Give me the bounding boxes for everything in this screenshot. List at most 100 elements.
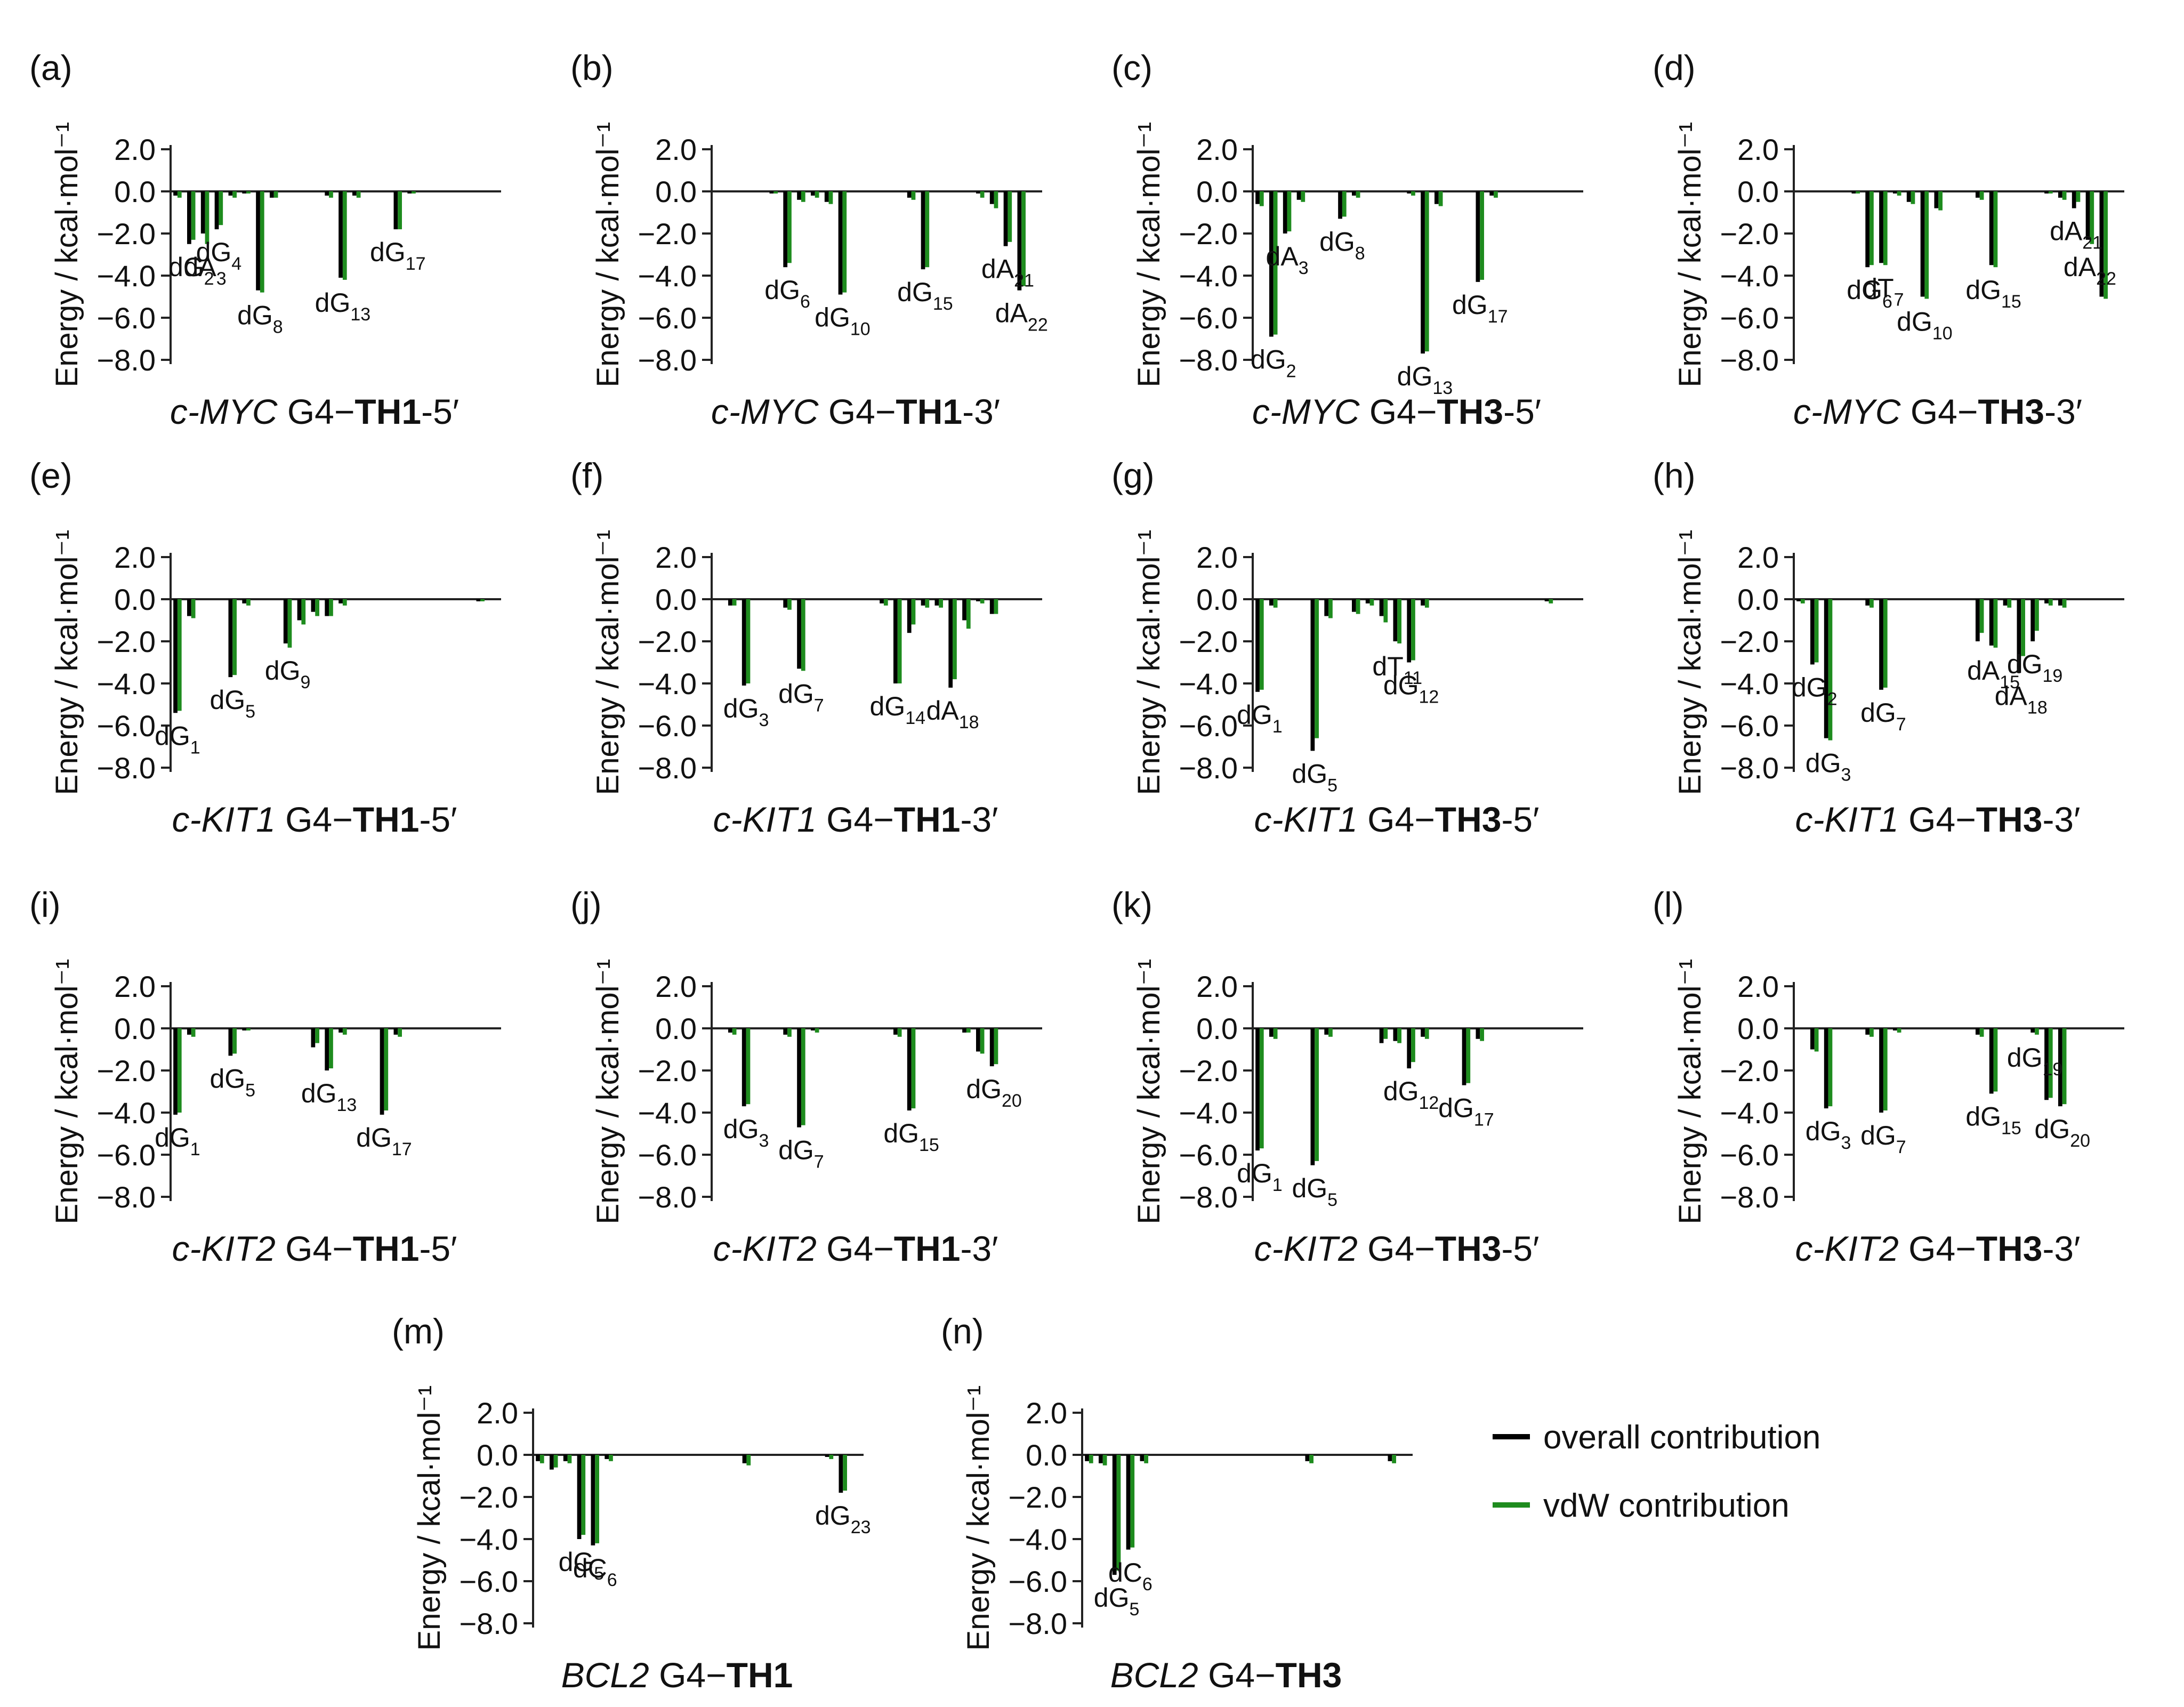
residue-label-sub: 15 <box>933 294 953 314</box>
caption-ligand: TH1 <box>894 1229 961 1268</box>
y-tick-label: 0.0 <box>655 583 697 616</box>
bar-overall <box>1476 1028 1480 1039</box>
bar-overall <box>339 599 343 603</box>
caption-gene: c-KIT1 <box>713 800 816 839</box>
y-tick-label: −8.0 <box>638 1180 697 1214</box>
residue-label-base: dA <box>1967 656 2000 686</box>
residue-label: dG8 <box>1319 227 1365 263</box>
bar-overall <box>1393 599 1398 641</box>
residue-label-base: dT <box>1372 651 1403 681</box>
bar-overall <box>1796 599 1801 601</box>
bar-vdw <box>342 191 347 280</box>
caption-ligand: TH1 <box>353 1229 420 1268</box>
bar-overall <box>783 191 788 268</box>
bar-overall <box>1255 1028 1260 1151</box>
y-tick-label: −8.0 <box>638 343 697 377</box>
bar-vdw <box>398 1028 402 1037</box>
bar-vdw <box>1424 191 1429 352</box>
bar-vdw <box>1315 599 1319 738</box>
bar-overall <box>173 191 178 196</box>
residue-label-base: dG <box>1292 759 1327 788</box>
bar-overall <box>1934 191 1939 208</box>
y-tick-label: 2.0 <box>477 1396 518 1430</box>
bar-vdw <box>980 191 985 198</box>
y-tick-label: −2.0 <box>96 625 156 658</box>
y-axis-title: Energy / kcal·mol⁻¹ <box>412 1386 447 1651</box>
residue-label-base: dG <box>356 1123 392 1153</box>
bar-vdw <box>911 1028 916 1109</box>
bar-vdw <box>953 599 957 680</box>
residue-label-base: dG <box>1383 671 1419 700</box>
residue-label-base: dG <box>897 277 933 307</box>
residue-label-sub: 7 <box>1894 289 1904 310</box>
bar-vdw <box>1424 1028 1429 1039</box>
bar-vdw <box>2048 599 2053 606</box>
bar-vdw <box>1392 1455 1396 1463</box>
bar-vdw <box>1814 599 1819 663</box>
panel-f: (f) Energy / kcal·mol⁻¹ 2.0 0.0 −2.0 −4.0 −6.0… <box>570 456 1042 839</box>
residue-label: dA18 <box>1995 681 2048 718</box>
bar-overall <box>605 1455 609 1459</box>
bar-overall <box>311 1028 316 1048</box>
residue-label-sub: 3 <box>759 710 769 730</box>
residue-label-sub: 19 <box>2043 1059 2063 1080</box>
residue-label: dA21 <box>981 254 1034 291</box>
bar-vdw <box>1144 1455 1148 1463</box>
residue-label-sub: 5 <box>594 1564 604 1584</box>
panel-caption: BCL2 G4−TH3 <box>1110 1655 1342 1695</box>
bar-vdw <box>746 1455 751 1466</box>
bar-overall <box>228 1028 233 1056</box>
caption-g4: G4− <box>817 1229 894 1268</box>
residue-label: dG13 <box>301 1078 357 1115</box>
panel-letter: (m) <box>392 1311 445 1351</box>
bar-overall <box>256 191 260 291</box>
bar-vdw <box>315 1028 319 1043</box>
bar-vdw <box>177 1028 182 1113</box>
residue-label: dG1 <box>1237 1158 1283 1195</box>
residue-label-sub: 13 <box>350 304 370 325</box>
y-tick-label: 0.0 <box>1196 583 1238 616</box>
bar-vdw <box>1438 191 1443 206</box>
y-tick-label: −2.0 <box>1720 217 1779 251</box>
residue-label-base: dG <box>1860 1121 1896 1150</box>
y-tick-label: 2.0 <box>655 970 697 1003</box>
residue-label-sub: 22 <box>1028 315 1048 335</box>
residue-label: dG12 <box>1383 671 1439 707</box>
bar-overall <box>1283 191 1287 233</box>
caption-gene: c-MYC <box>170 392 278 431</box>
caption-g4: G4− <box>1358 1229 1435 1268</box>
bar-overall <box>797 191 801 200</box>
bar-vdw <box>2062 1028 2067 1105</box>
bar-vdw <box>553 1455 558 1468</box>
bar-vdw <box>1411 1028 1415 1062</box>
bar-vdw <box>480 599 485 601</box>
bar-overall <box>1989 1028 1994 1094</box>
y-tick-label: −2.0 <box>459 1480 518 1514</box>
residue-label: dG23 <box>815 1501 871 1537</box>
bar-vdw <box>1814 1028 1819 1052</box>
residue-label: dA3 <box>184 252 227 289</box>
residue-label-base: dG <box>723 1114 759 1144</box>
bar-vdw <box>828 191 833 204</box>
bar-vdw <box>1273 599 1278 608</box>
bar-overall <box>1338 191 1342 219</box>
residue-label-base: dG <box>1237 1158 1272 1188</box>
residue-label-base: dG <box>723 694 759 723</box>
bar-vdw <box>1356 191 1360 198</box>
bar-overall <box>742 1455 747 1463</box>
residue-label-base: dG <box>1860 698 1896 728</box>
bar-overall <box>242 599 247 603</box>
residue-label-sub: 7 <box>814 1152 824 1172</box>
bar-vdw <box>1869 191 1874 265</box>
bar-vdw <box>384 1028 389 1111</box>
y-tick-label: 2.0 <box>1737 133 1779 166</box>
panel-letter: (g) <box>1111 456 1155 495</box>
bar-vdw <box>1301 191 1305 202</box>
residue-label-base: dG <box>966 1074 1002 1104</box>
bar-vdw <box>1938 191 1943 211</box>
caption-gene: c-MYC <box>1793 392 1901 431</box>
bar-vdw <box>911 599 916 625</box>
residue-label-base: dG <box>1965 1101 2001 1131</box>
bar-overall <box>173 1028 178 1115</box>
